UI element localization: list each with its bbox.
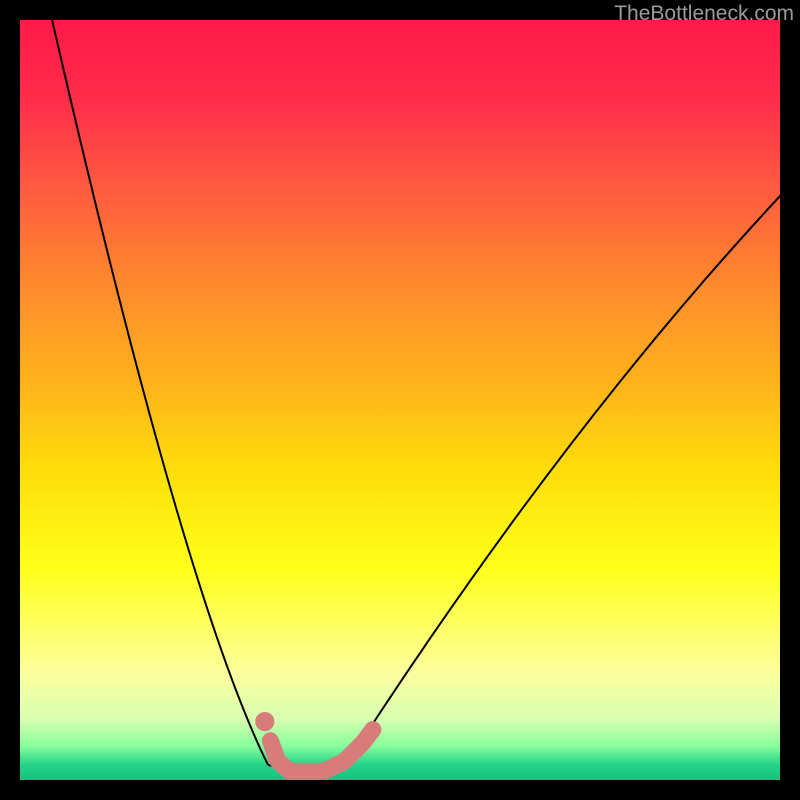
- plot-area: [20, 20, 780, 780]
- watermark-text: TheBottleneck.com: [614, 2, 794, 26]
- bottleneck-chart: [0, 0, 800, 800]
- chart-stage: TheBottleneck.com: [0, 0, 800, 800]
